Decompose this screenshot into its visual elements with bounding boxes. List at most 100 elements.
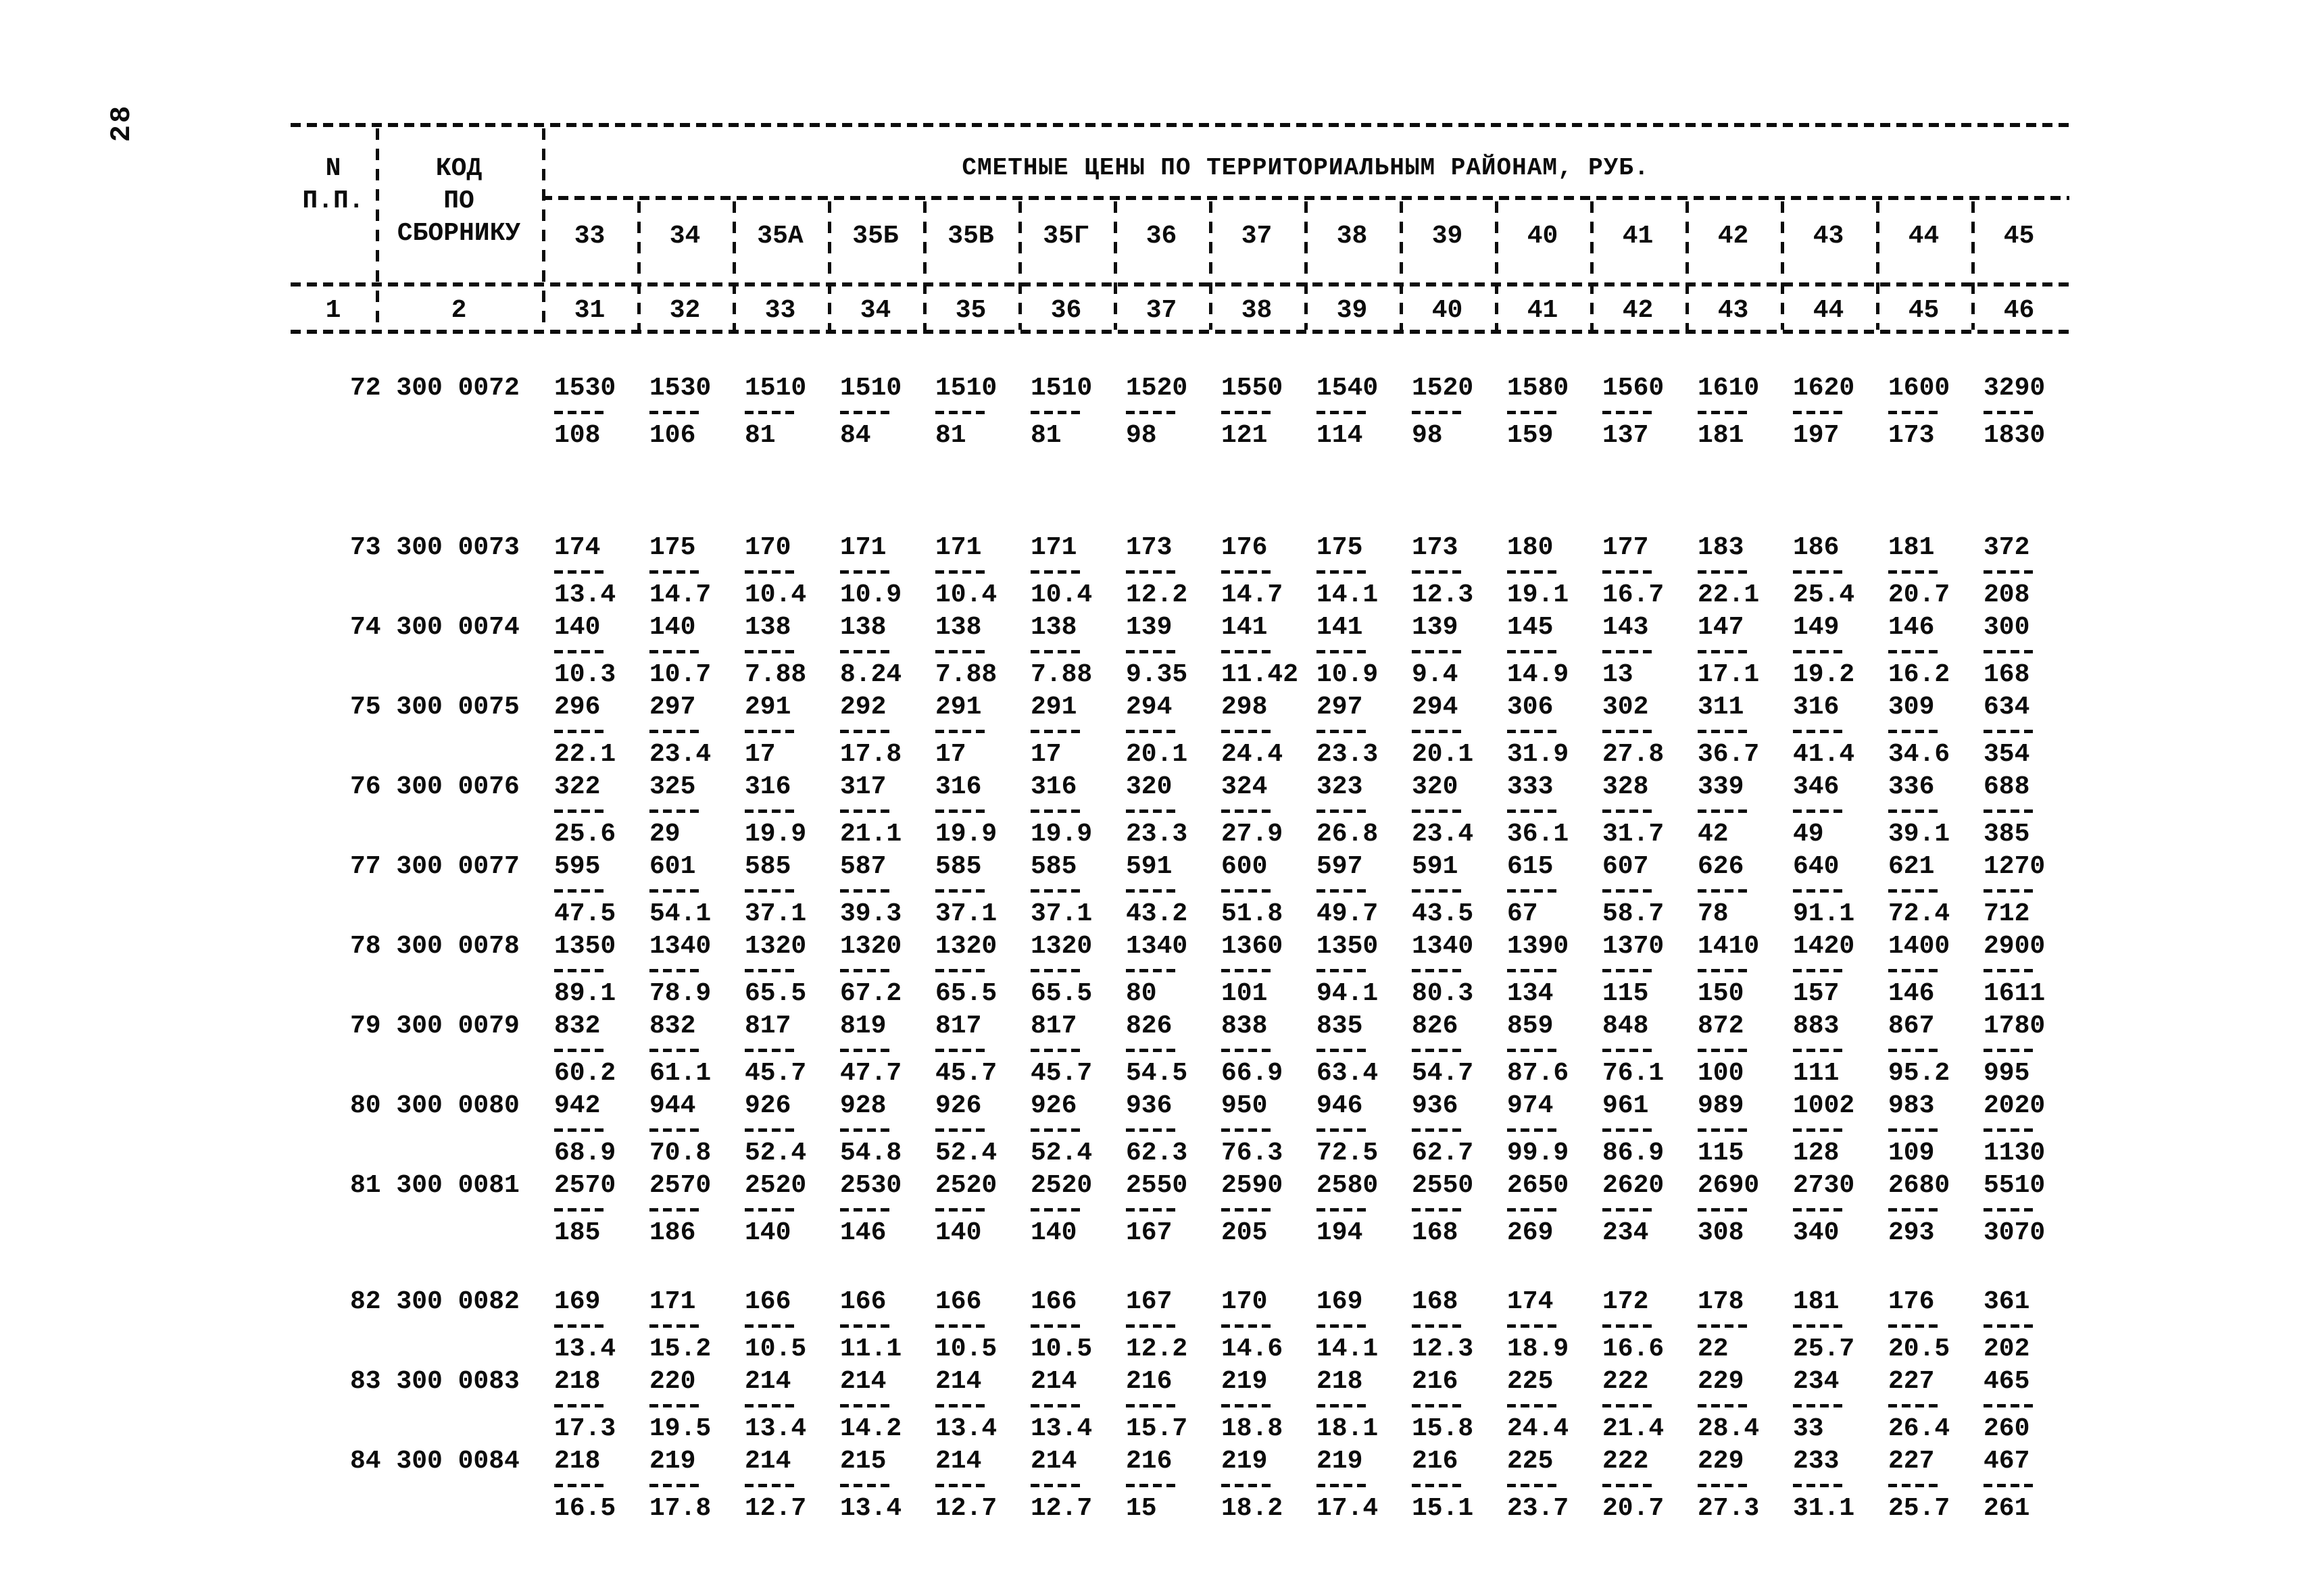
secondary-value: 197 [1793,421,1840,450]
price-cell: 227 25.7 [1876,1446,1971,1524]
price-value: 146 [1888,613,1935,642]
price-value: 872 [1698,1012,1744,1041]
fraction-divider [1888,962,1971,978]
price-cell: 1600 173 [1876,373,1971,451]
price-value: 1410 [1698,932,1760,961]
divider-bar [1221,1048,1271,1052]
secondary-value: 52.4 [745,1139,807,1168]
divider-bar [649,729,699,733]
secondary-value: 99.9 [1507,1139,1569,1168]
fraction-divider [840,723,923,739]
price-value: 640 [1793,852,1840,881]
divider-bar [649,889,699,893]
price-value: 222 [1602,1367,1649,1396]
price-value: 621 [1888,852,1935,881]
price-value: 294 [1412,693,1458,722]
column-number: 34 [860,296,891,325]
divider-bar [1507,1403,1557,1407]
divider-bar [1602,1324,1652,1328]
secondary-value: 22 [1698,1335,1729,1364]
secondary-value: 15.7 [1126,1414,1188,1443]
price-cell: 944 70.8 [637,1091,733,1169]
secondary-value: 19.9 [935,820,998,849]
fraction-divider [935,803,1018,819]
divider-bar [1984,809,2034,813]
price-value: 835 [1316,1012,1363,1041]
fraction-divider [649,1477,733,1493]
price-cell: 1530 106 [637,373,733,451]
secondary-value: 81 [1031,421,1062,450]
price-cell: 177 16.7 [1590,532,1685,611]
price-value: 291 [745,693,791,722]
secondary-value: 128 [1793,1139,1840,1168]
price-value: 1002 [1793,1091,1855,1120]
price-cell: 145 14.9 [1495,612,1590,691]
secondary-value: 98 [1126,421,1157,450]
divider-bar [1221,649,1271,653]
price-cell: 140 10.3 [542,612,637,691]
row-label: 75 300 0075 [350,693,520,722]
price-value: 626 [1698,852,1744,881]
price-cell: 1340 80 [1114,931,1209,1009]
fraction-divider [1126,882,1209,899]
price-cell: 140 10.7 [637,612,733,691]
secondary-value: 18.2 [1221,1494,1283,1523]
divider-bar [1888,729,1938,733]
secondary-value: 65.5 [745,979,807,1008]
secondary-value: 78 [1698,899,1729,928]
secondary-value: 23.3 [1316,740,1379,769]
price-value: 166 [745,1287,791,1316]
price-value: 2690 [1698,1171,1760,1200]
fraction-divider [745,1318,828,1334]
price-cell: 316 19.9 [733,772,828,850]
fraction-divider [840,564,923,580]
price-cell: 306 31.9 [1495,692,1590,770]
divider-bar [649,649,699,653]
divider-bar [1698,809,1748,813]
secondary-value: 28.4 [1698,1414,1760,1443]
secondary-value: 261 [1984,1494,2030,1523]
fraction-divider [1984,404,2067,420]
fraction-divider [1507,643,1590,659]
price-value: 936 [1126,1091,1173,1120]
price-cell: 222 20.7 [1590,1446,1685,1524]
fraction-divider [1507,404,1590,420]
fraction-divider [1221,723,1304,739]
price-cell: 585 37.1 [923,851,1018,930]
price-value: 296 [554,693,601,722]
price-cell: 826 54.7 [1400,1011,1495,1089]
price-value: 1270 [1984,852,2046,881]
price-cell: 219 18.8 [1209,1366,1304,1445]
divider-bar [1602,1403,1652,1407]
price-value: 838 [1221,1012,1268,1041]
price-value: 214 [935,1447,982,1476]
divider-bar [1888,1207,1938,1212]
price-cell: 296 22.1 [542,692,637,770]
price-cell: 2620 234 [1590,1170,1685,1249]
secondary-value: 16.7 [1602,580,1665,609]
fraction-divider [1602,882,1685,899]
price-cell: 138 7.88 [923,612,1018,691]
price-value: 178 [1698,1287,1744,1316]
fraction-divider [1602,1397,1685,1414]
secondary-value: 45.7 [745,1059,807,1088]
fraction-divider [1031,1477,1114,1493]
price-cell: 146 16.2 [1876,612,1971,691]
divider-bar [1221,570,1271,574]
secondary-value: 13.4 [840,1494,902,1523]
fraction-divider [935,1042,1018,1058]
price-value: 1520 [1126,374,1188,403]
fraction-divider [1126,803,1209,819]
divider-bar [1412,1403,1462,1407]
divider-bar [1793,410,1843,414]
secondary-value: 43.5 [1412,899,1474,928]
secondary-value: 995 [1984,1059,2030,1088]
fraction-divider [935,1201,1018,1218]
price-cell: 1780 995 [1971,1011,2067,1089]
vertical-rule [828,201,831,330]
fraction-divider [1888,1201,1971,1218]
divider-bar [1984,1048,2034,1052]
fraction-divider [840,1477,923,1493]
secondary-value: 18.8 [1221,1414,1283,1443]
row-label: 72 300 0072 [350,374,520,403]
